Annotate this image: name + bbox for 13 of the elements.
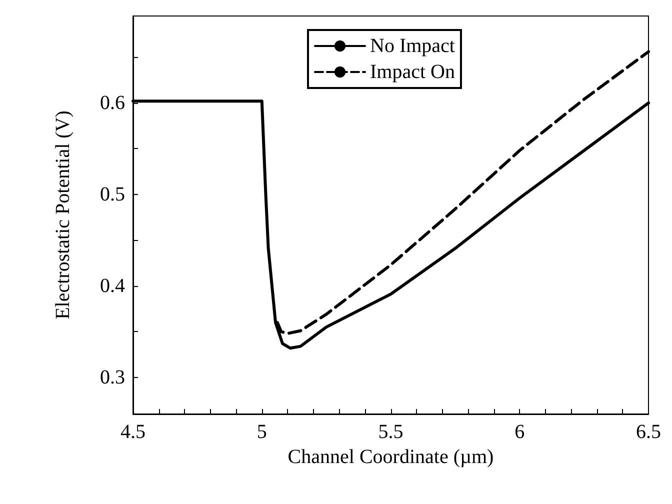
legend-label: Impact On xyxy=(370,61,455,83)
x-tick-label: 4.5 xyxy=(120,421,146,443)
y-tick-label: 0.4 xyxy=(100,274,125,297)
x-tick-label: 5 xyxy=(256,421,267,443)
y-tick-label: 0.6 xyxy=(100,92,125,114)
x-axis-title: Channel Coordinate (µm) xyxy=(288,446,494,468)
x-tick-label: 6.5 xyxy=(636,421,661,443)
x-tick-label: 5.5 xyxy=(378,421,404,443)
x-tick-label: 6 xyxy=(514,421,525,443)
legend-label: No Impact xyxy=(370,35,456,57)
y-tick-label: 0.5 xyxy=(100,183,125,206)
y-tick-label: 0.3 xyxy=(100,366,125,388)
y-axis-title: Electrostatic Potential (V) xyxy=(52,110,74,320)
